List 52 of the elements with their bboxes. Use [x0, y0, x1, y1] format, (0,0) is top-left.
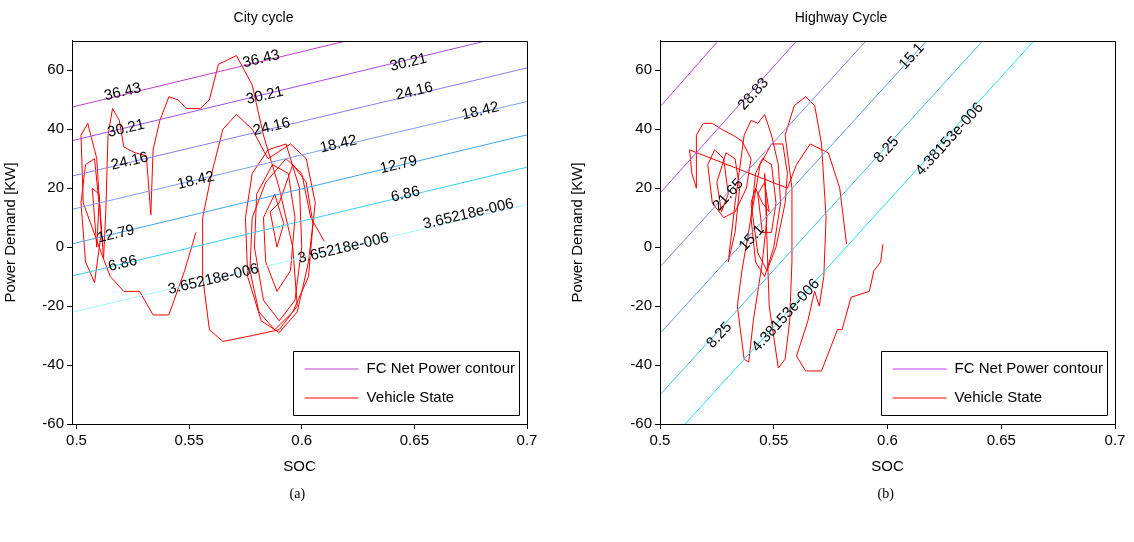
x-axis-title: SOC: [283, 457, 316, 475]
y-axis-title: Power Demand [KW]: [568, 162, 586, 303]
annotation: 30.21: [244, 81, 285, 107]
x-tick-label: 0.5: [66, 431, 87, 449]
x-tick-label: 0.7: [1104, 431, 1126, 449]
annotation: 36.43: [102, 78, 143, 104]
y-tick-label: 60: [47, 60, 64, 78]
text: (b): [877, 486, 894, 502]
y-tick-label: 0: [643, 237, 652, 255]
text: (a): [289, 486, 306, 502]
annotation: 12.79: [95, 220, 136, 246]
annotation: 15.1: [894, 38, 927, 73]
y-tick-label: -20: [630, 296, 652, 314]
x-axis-title: SOC: [871, 457, 904, 475]
legend-label: FC Net Power contour: [954, 359, 1103, 377]
annotation: 6.86: [388, 181, 422, 205]
y-tick-label: 40: [47, 119, 64, 137]
chart-title: Highway Cycle: [794, 9, 888, 26]
y-tick-label: -20: [42, 296, 64, 314]
y-tick-label: -60: [42, 414, 64, 432]
x-tick-label: 0.7: [516, 431, 538, 449]
y-tick-label: 20: [47, 178, 64, 196]
legend-label: FC Net Power contour: [366, 359, 515, 377]
annotation: 24.16: [109, 147, 150, 173]
y-tick-label: -40: [42, 355, 64, 373]
x-tick-label: 0.6: [877, 431, 898, 449]
y-tick-label: -60: [630, 414, 652, 432]
y-tick-label: 60: [635, 60, 652, 78]
y-tick-label: 0: [55, 237, 64, 255]
annotation: 36.43: [240, 45, 282, 71]
x-tick-label: 0.65: [399, 431, 429, 449]
annotation: 18.42: [175, 166, 216, 192]
legend-label: Vehicle State: [954, 388, 1043, 406]
x-tick-label: 0.6: [291, 431, 313, 449]
x-tick-label: 0.55: [174, 431, 204, 449]
annotation: 24.16: [251, 112, 292, 139]
y-tick-label: 40: [635, 119, 652, 137]
annotation: 12.79: [378, 150, 419, 177]
annotation: 18.42: [317, 130, 359, 156]
x-tick-label: 0.55: [759, 431, 789, 449]
annotation: 24.16: [393, 77, 435, 103]
y-axis-title: Power Demand [KW]: [1, 162, 19, 303]
chart-title: City cycle: [233, 9, 294, 26]
legend-label: Vehicle State: [366, 388, 455, 406]
annotation: 30.21: [387, 48, 429, 74]
annotation: 6.86: [106, 250, 139, 274]
y-tick-label: 20: [635, 178, 652, 196]
x-tick-label: 0.65: [986, 431, 1016, 449]
annotation: 30.21: [105, 114, 146, 140]
y-tick-label: -40: [630, 355, 652, 373]
x-tick-label: 0.5: [649, 431, 671, 449]
annotation: 18.42: [459, 97, 501, 123]
